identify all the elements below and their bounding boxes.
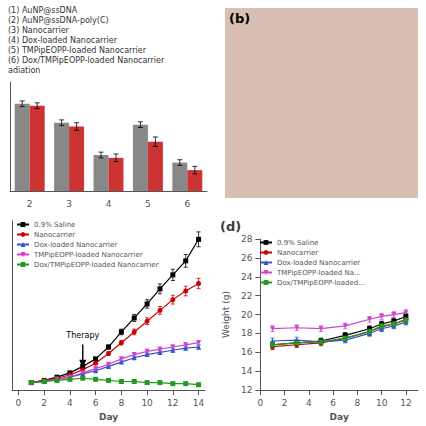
svg-text:28: 28 <box>241 234 253 244</box>
svg-text:4: 4 <box>106 199 112 209</box>
svg-text:22: 22 <box>241 291 252 301</box>
svg-text:10: 10 <box>141 398 153 408</box>
svg-text:(d): (d) <box>220 219 241 234</box>
svg-text:Nanocarrier: Nanocarrier <box>277 249 318 257</box>
svg-text:6: 6 <box>330 398 336 408</box>
svg-text:12: 12 <box>241 385 252 395</box>
svg-text:TMPipEOPP-loaded Nanocarrier: TMPipEOPP-loaded Nanocarrier <box>33 251 143 259</box>
svg-text:8: 8 <box>118 398 124 408</box>
svg-text:Nanocarrier: Nanocarrier <box>34 231 75 239</box>
svg-text:(6) Dox/TMPipEOPP-loaded Nanoc: (6) Dox/TMPipEOPP-loaded Nanocarrier <box>8 56 165 65</box>
svg-text:Day: Day <box>99 412 118 422</box>
svg-text:4: 4 <box>67 398 73 408</box>
svg-text:12: 12 <box>167 398 178 408</box>
svg-text:18: 18 <box>241 328 253 338</box>
svg-text:4: 4 <box>306 398 312 408</box>
svg-text:14: 14 <box>193 398 205 408</box>
svg-text:12: 12 <box>400 398 411 408</box>
svg-text:26: 26 <box>241 253 253 263</box>
svg-text:0.9% Saline: 0.9% Saline <box>34 221 75 229</box>
svg-text:adiation: adiation <box>8 66 40 75</box>
svg-text:20: 20 <box>241 310 253 320</box>
svg-text:Day: Day <box>330 412 349 422</box>
svg-text:10: 10 <box>376 398 388 408</box>
svg-text:Dox-loaded Nanocarrier: Dox-loaded Nanocarrier <box>277 259 360 267</box>
svg-text:6: 6 <box>93 398 99 408</box>
svg-text:Weight (g): Weight (g) <box>221 291 231 338</box>
svg-text:(b): (b) <box>229 11 250 26</box>
svg-text:2: 2 <box>27 199 33 209</box>
svg-text:0: 0 <box>257 398 263 408</box>
svg-text:(2) AuNP@ssDNA-poly(C): (2) AuNP@ssDNA-poly(C) <box>8 16 109 25</box>
svg-text:8: 8 <box>354 398 360 408</box>
svg-text:3: 3 <box>66 199 72 209</box>
svg-text:16: 16 <box>241 347 253 357</box>
svg-text:14: 14 <box>241 366 253 376</box>
svg-text:2: 2 <box>282 398 288 408</box>
svg-text:0.9% Saline: 0.9% Saline <box>277 239 318 247</box>
svg-text:Therapy: Therapy <box>65 331 99 340</box>
svg-text:Dox/TMPipEOPP-loaded...: Dox/TMPipEOPP-loaded... <box>277 279 365 287</box>
svg-text:0: 0 <box>16 398 22 408</box>
svg-text:24: 24 <box>241 272 253 282</box>
svg-text:TMPipEOPP-loaded Na...: TMPipEOPP-loaded Na... <box>276 269 361 277</box>
svg-text:5: 5 <box>145 199 151 209</box>
svg-text:2: 2 <box>41 398 47 408</box>
svg-text:(5) TMPipEOPP-loaded Nanocarri: (5) TMPipEOPP-loaded Nanocarrier <box>8 46 147 55</box>
svg-text:(4) Dox-loaded Nanocarrier: (4) Dox-loaded Nanocarrier <box>8 36 118 45</box>
svg-text:6: 6 <box>184 199 190 209</box>
svg-text:Dox/TMPipEOPP-loaded Nanocarri: Dox/TMPipEOPP-loaded Nanocarrier <box>34 261 159 269</box>
svg-text:Dox-loaded Nanocarrier: Dox-loaded Nanocarrier <box>34 241 117 249</box>
svg-text:(1) AuNP@ssDNA: (1) AuNP@ssDNA <box>8 6 78 15</box>
svg-text:(3) Nanocarrier: (3) Nanocarrier <box>8 26 70 35</box>
